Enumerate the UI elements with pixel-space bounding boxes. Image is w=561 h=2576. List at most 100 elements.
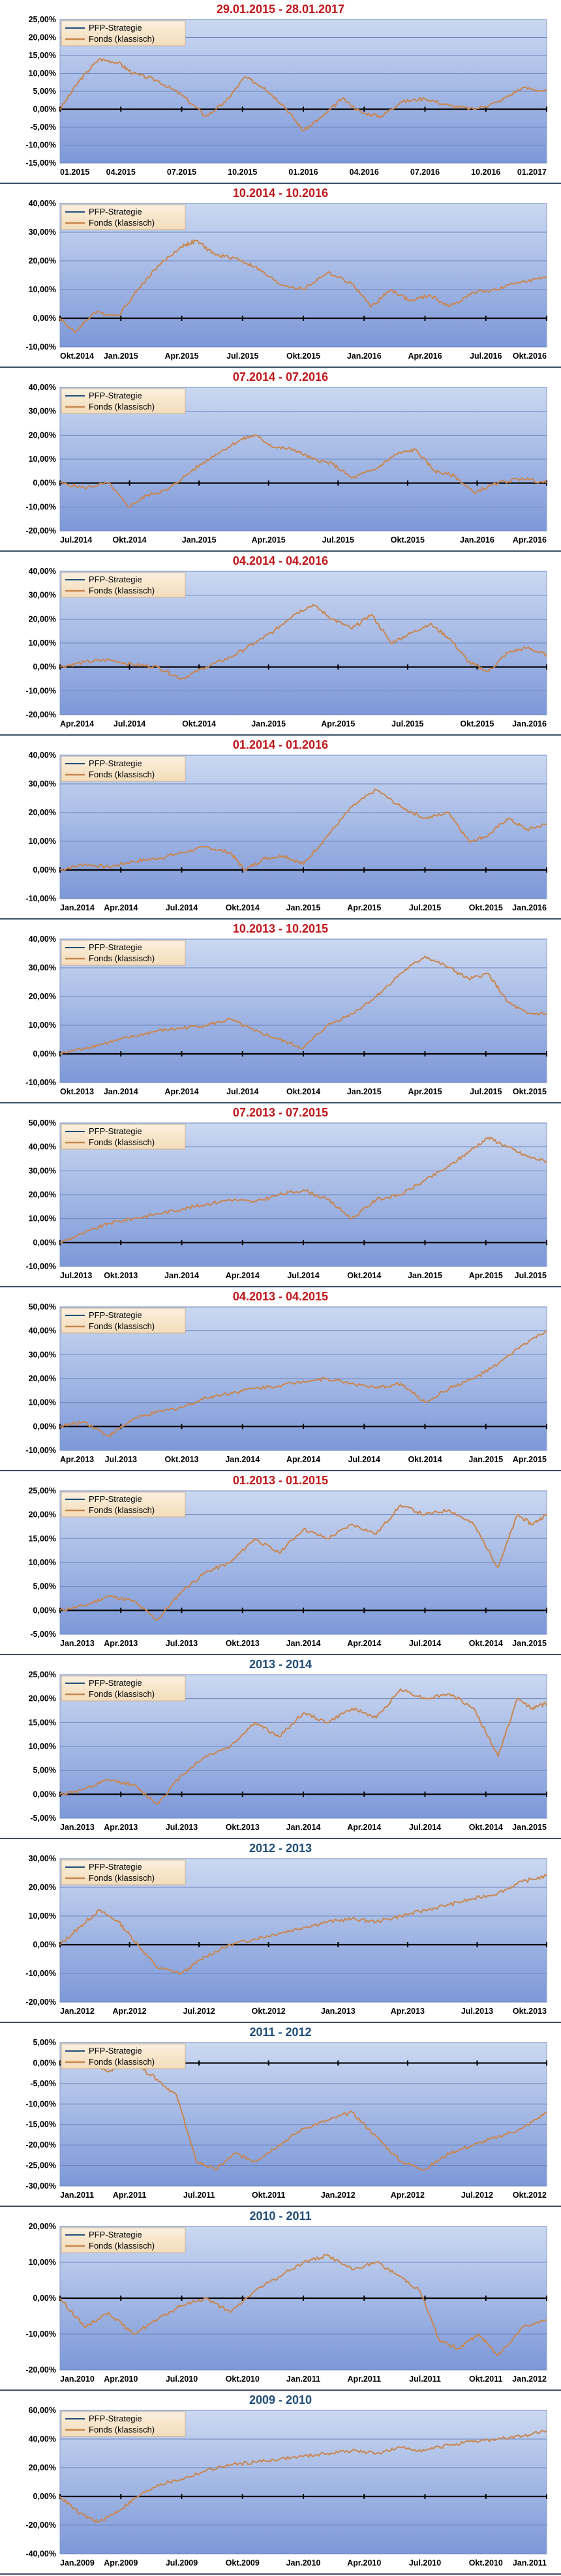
y-tick-label: -20,00%: [25, 2365, 56, 2374]
legend-label: Fonds (klassisch): [89, 2425, 155, 2434]
x-tick-label: Jul.2016: [470, 352, 502, 361]
y-tick-label: -5,00%: [30, 1814, 56, 1823]
chart-title: 2009 - 2010: [249, 2393, 312, 2406]
x-tick-label: Jan.2014: [225, 1455, 260, 1464]
y-tick-label: 40,00%: [29, 751, 56, 760]
chart-title: 2013 - 2014: [249, 1658, 312, 1671]
series-line-fund: [59, 1874, 547, 1975]
chart-svg: -30,00% -25,00% -20,00% -15,00% -10,00% -5,00…: [25, 2039, 547, 2200]
x-tick-label: Jan.2015: [347, 1087, 382, 1096]
panel-divider: [0, 367, 561, 368]
series-line-fund: [59, 434, 547, 508]
chart-title: 01.2014 - 01.2016: [232, 738, 329, 751]
y-tick-label: -10,00%: [25, 1969, 56, 1978]
legend-box: [61, 1124, 186, 1150]
y-tick-label: 40,00%: [29, 1143, 56, 1152]
y-tick-label: 25,00%: [29, 1487, 56, 1495]
y-tick-label: 10,00%: [29, 1398, 56, 1407]
chart-panel: 04.2014 - 04.2016 -20,00% -10,00% 0,00% 10,0…: [0, 552, 561, 736]
y-tick-label: -10,00%: [25, 894, 56, 903]
x-tick-label: Apr.2016: [408, 352, 442, 361]
x-tick-label: Okt.2013: [226, 1823, 260, 1832]
x-tick-label: 04.2015: [106, 168, 136, 177]
x-tick-label: 04.2016: [350, 168, 379, 177]
legend-label: Fonds (klassisch): [89, 1689, 155, 1699]
x-tick-label: Okt.2009: [226, 2558, 260, 2568]
y-tick-label: 40,00%: [29, 200, 56, 208]
legend-label: Fonds (klassisch): [89, 586, 155, 595]
y-tick-label: 10,00%: [29, 1742, 56, 1751]
y-tick-label: 20,00%: [29, 1883, 56, 1892]
legend-label: PFP-Strategie: [89, 1310, 142, 1320]
y-tick-label: -20,00%: [25, 710, 56, 719]
legend-label: PFP-Strategie: [89, 2230, 142, 2239]
panel-divider: [0, 1102, 561, 1103]
y-tick-label: -10,00%: [25, 2329, 56, 2339]
y-tick-label: -5,00%: [30, 1630, 56, 1639]
x-tick-label: Jan.2015: [182, 535, 217, 545]
y-tick-label: -40,00%: [25, 2549, 56, 2558]
y-tick-label: 0,00%: [33, 1049, 56, 1058]
legend-label: PFP-Strategie: [89, 1678, 142, 1688]
x-tick-label: Okt.2014: [469, 1823, 503, 1832]
x-tick-label: Apr.2014: [347, 1639, 381, 1648]
chart-panel: 04.2013 - 04.2015 -10,00% 0,00% 10,00% 20,00…: [0, 1287, 561, 1471]
x-tick-label: Jan.2013: [60, 1823, 95, 1832]
y-tick-label: 5,00%: [33, 87, 56, 96]
y-tick-label: 40,00%: [29, 2434, 56, 2444]
x-tick-label: Apr.2015: [252, 535, 286, 545]
x-tick-label: Okt.2011: [252, 2191, 285, 2200]
x-tick-label: Okt.2014: [113, 535, 147, 545]
x-tick-label: Jul.2013: [166, 1639, 198, 1648]
y-tick-label: 60,00%: [29, 2406, 56, 2415]
panel-divider: [0, 918, 561, 920]
chart-panel: 07.2014 - 07.2016 -20,00% -10,00% 0,00% 10,0…: [0, 368, 561, 552]
legend-box: [61, 1308, 186, 1334]
chart-title: 04.2013 - 04.2015: [232, 1290, 329, 1303]
legend-label: PFP-Strategie: [89, 391, 142, 400]
x-tick-label: Apr.2013: [104, 1823, 138, 1832]
series-line-fund: [59, 1330, 547, 1437]
x-tick-label: Okt.2011: [469, 2374, 502, 2384]
x-tick-label: Okt.2013: [226, 1639, 260, 1648]
y-tick-label: 30,00%: [29, 779, 56, 788]
y-tick-label: 5,00%: [33, 2039, 56, 2047]
y-tick-label: 10,00%: [29, 837, 56, 846]
legend-box: [61, 204, 186, 230]
legend-label: PFP-Strategie: [89, 2414, 142, 2423]
x-tick-label: Apr.2015: [513, 1455, 547, 1464]
panel-divider: [0, 1286, 561, 1287]
y-tick-label: 25,00%: [29, 16, 56, 24]
chart-title: 01.2013 - 01.2015: [232, 1474, 329, 1487]
y-tick-label: 20,00%: [29, 2223, 56, 2231]
y-tick-label: 0,00%: [33, 1238, 56, 1247]
y-tick-label: 20,00%: [29, 2463, 56, 2472]
chart-svg: -10,00% 0,00% 10,00% 20,00% 30,00% 40,00% Jan.…: [25, 751, 547, 912]
chart-title: 10.2013 - 10.2015: [232, 922, 329, 935]
x-tick-label: Jan.2010: [286, 2558, 321, 2568]
x-tick-label: Jan.2013: [60, 1639, 95, 1648]
legend-label: Fonds (klassisch): [89, 1873, 155, 1883]
y-tick-label: -10,00%: [25, 686, 56, 695]
x-tick-label: Apr.2014: [347, 1823, 381, 1832]
chart-title: 29.01.2015 - 28.01.2017: [216, 3, 345, 16]
x-tick-label: Jul.2015: [470, 1087, 502, 1096]
x-tick-label: Okt.2010: [226, 2374, 260, 2384]
x-tick-label: Okt.2012: [252, 2007, 286, 2016]
legend-label: Fonds (klassisch): [89, 1505, 155, 1515]
y-tick-label: 50,00%: [29, 1303, 56, 1311]
x-tick-label: Jan.2009: [60, 2558, 95, 2568]
y-tick-label: 5,00%: [33, 1766, 56, 1775]
x-tick-label: Jan.2015: [286, 903, 321, 912]
legend-label: PFP-Strategie: [89, 23, 142, 33]
x-tick-label: Jan.2014: [60, 903, 95, 912]
series-line-fund: [59, 2254, 547, 2357]
panel-divider: [0, 1654, 561, 1655]
y-tick-label: 0,00%: [33, 479, 56, 488]
x-tick-label: 10.2016: [471, 168, 500, 177]
x-tick-label: Okt.2014: [469, 1639, 503, 1648]
x-tick-label: Apr.2011: [113, 2191, 146, 2200]
y-tick-label: 20,00%: [29, 614, 56, 623]
chart-panel: 2009 - 2010 -40,00% -20,00% 0,00% 20,00% 40,0…: [0, 2391, 561, 2575]
x-tick-label: Jul.2014: [287, 1271, 319, 1280]
